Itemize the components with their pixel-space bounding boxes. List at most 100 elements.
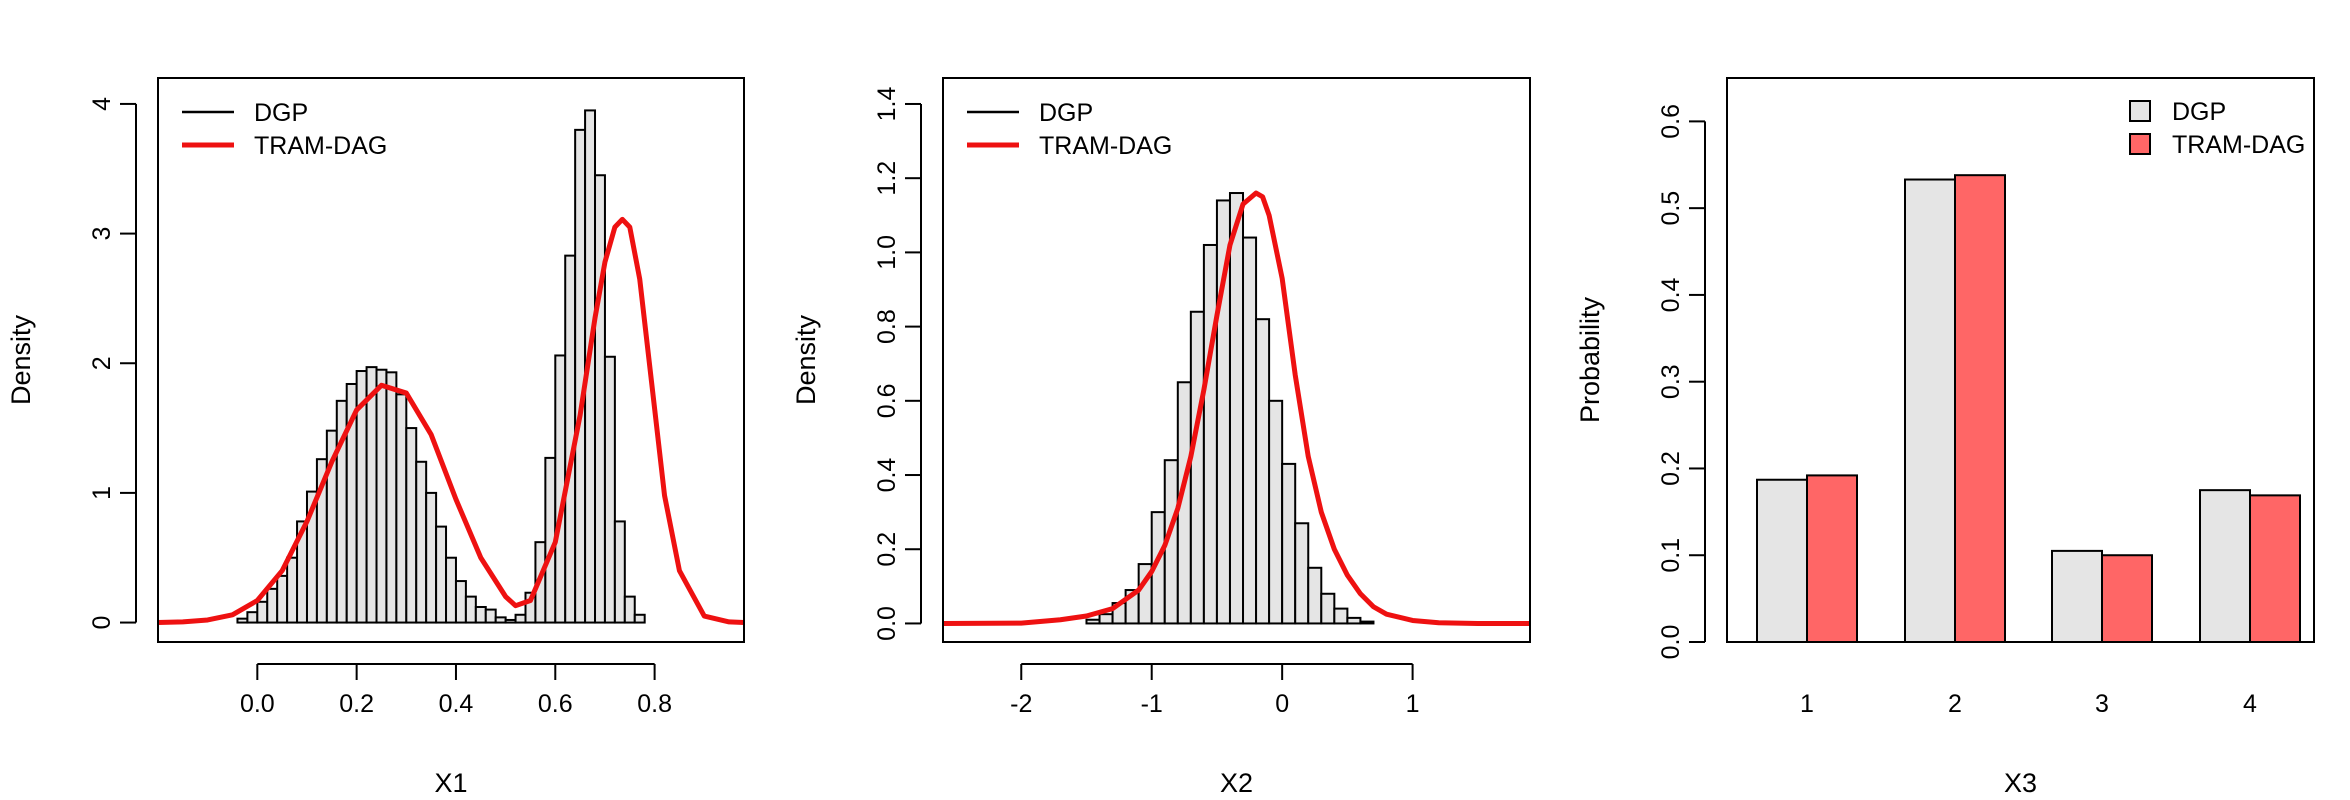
y-tick-label: 0.4 [873, 458, 901, 493]
histogram-bar [504, 618, 517, 624]
plot-frame [157, 77, 745, 643]
y-tick-label: 1.2 [873, 161, 901, 196]
y-tick-label: 0.6 [1657, 104, 1685, 139]
histogram-bar [1255, 318, 1271, 625]
histogram-bar [375, 368, 388, 624]
y-tick-label: 0.0 [873, 606, 901, 641]
histogram-bar [623, 595, 636, 624]
histogram-bar [385, 371, 398, 624]
x-tick-label: 0.8 [637, 690, 672, 718]
y-tick-label: 1 [88, 486, 116, 500]
x-tick-label: 0.4 [439, 690, 474, 718]
y-tick-label: 0.4 [1657, 277, 1685, 312]
histogram-bar [1346, 616, 1362, 625]
legend-swatch-dgp [2129, 100, 2151, 122]
histogram-bar [613, 520, 626, 624]
legend-label: DGP [1039, 99, 1093, 127]
y-tick-label: 4 [88, 97, 116, 111]
x-tick-label: 0 [1275, 690, 1289, 718]
histogram-bar [514, 613, 527, 624]
chart-x3: 1 2 3 4 0.0 0.1 0.2 0.3 0.4 0.5 0.6 Probability X3 DG… [1575, 77, 2315, 798]
legend-label: TRAM-DAG [2172, 131, 2305, 159]
y-tick-label: 0.2 [1657, 451, 1685, 486]
y-tick-label: 0.1 [1657, 538, 1685, 573]
x-tick-label: 0.6 [538, 690, 573, 718]
y-tick-label: 3 [88, 227, 116, 241]
x-tick-label: 4 [2243, 690, 2257, 718]
histogram-bar [484, 608, 497, 624]
histogram-bar [276, 574, 289, 624]
histogram-bar [464, 595, 477, 624]
histogram-bar [1294, 522, 1310, 625]
density-curve-tram-dag [157, 216, 745, 626]
plot-frame [942, 77, 1531, 643]
histogram-bar [435, 525, 448, 624]
bar-tram-dag-1 [1806, 474, 1858, 643]
bar-dgp-1 [1756, 478, 1808, 644]
y-tick-label: 0.0 [1657, 625, 1685, 660]
y-axis-label: Density [6, 314, 36, 405]
x-tick-label: 1 [1406, 690, 1420, 718]
y-tick-label: 0.6 [873, 383, 901, 418]
x-axis-label: X1 [434, 768, 467, 798]
histogram-bar [425, 491, 438, 624]
y-tick-label: 2 [88, 356, 116, 370]
x-tick-label: -2 [1010, 690, 1032, 718]
histogram-bar [603, 355, 616, 624]
y-tick-label: 0.3 [1657, 364, 1685, 399]
histogram-bar [594, 174, 606, 624]
histogram-bar [1189, 310, 1205, 625]
legend-label: TRAM-DAG [1039, 132, 1172, 160]
legend-label: DGP [2172, 98, 2226, 126]
histogram-bar [405, 427, 418, 624]
bar-tram-dag-3 [2101, 554, 2153, 644]
bar-tram-dag-4 [2249, 494, 2301, 643]
histogram-bar [1098, 613, 1114, 625]
histogram-bar [454, 580, 467, 624]
histogram-bar [1320, 592, 1336, 625]
y-tick-label: 1.4 [873, 87, 901, 122]
legend: DGP TRAM-DAG [967, 99, 1172, 160]
y-axis-label: Density [791, 314, 821, 405]
bar-tram-dag-2 [1954, 174, 2006, 643]
y-tick-label: 1.0 [873, 235, 901, 270]
x-tick-label: 2 [1948, 690, 1962, 718]
bar-dgp-4 [2199, 489, 2251, 643]
y-tick-label: 0.8 [873, 309, 901, 344]
histogram-bar [1268, 399, 1284, 625]
legend-label: DGP [254, 99, 308, 127]
x-tick-label: -1 [1141, 690, 1163, 718]
y-axis-label: Probability [1575, 296, 1605, 423]
histogram-bar [365, 366, 378, 624]
bar-dgp-2 [1904, 178, 1956, 644]
histogram-bar [1333, 607, 1349, 625]
histogram-bar [395, 393, 408, 624]
bar-dgp-3 [2051, 549, 2103, 644]
x-tick-label: 1 [1800, 690, 1814, 718]
legend-label: TRAM-DAG [254, 132, 387, 160]
legend-swatch-tram-dag [2129, 133, 2151, 155]
density-curve-tram-dag [942, 190, 1530, 626]
histogram-bar [246, 611, 259, 624]
histogram-bar [1228, 192, 1245, 625]
x-tick-label: 0.2 [339, 690, 374, 718]
x-axis-label: X3 [2004, 768, 2037, 798]
histogram-bar [1202, 243, 1218, 625]
chart-x1: 0 1 2 3 4 Density 0.0 0.2 0.4 0.6 0.8 X1 DGP TRAM-DAG [6, 77, 745, 798]
histogram-bar [1307, 566, 1323, 625]
histogram-bar [256, 600, 269, 624]
histogram-bar [236, 617, 249, 624]
histogram-bar [445, 556, 457, 624]
histogram-bar [633, 613, 646, 624]
histogram-bar [1359, 620, 1375, 625]
histogram-bar [1242, 236, 1258, 625]
legend: DGP TRAM-DAG [182, 99, 387, 160]
histogram-bar [286, 556, 299, 624]
chart-x2: 0.0 0.2 0.4 0.6 0.8 1.0 1.2 1.4 Density -2 -1 0 1 X2 D… [791, 77, 1531, 798]
x-tick-label: 0.0 [240, 690, 275, 718]
histogram-bar [266, 587, 279, 624]
plot-frame [1726, 77, 2315, 643]
histogram-bar [494, 616, 507, 624]
histogram-bar [415, 460, 428, 624]
